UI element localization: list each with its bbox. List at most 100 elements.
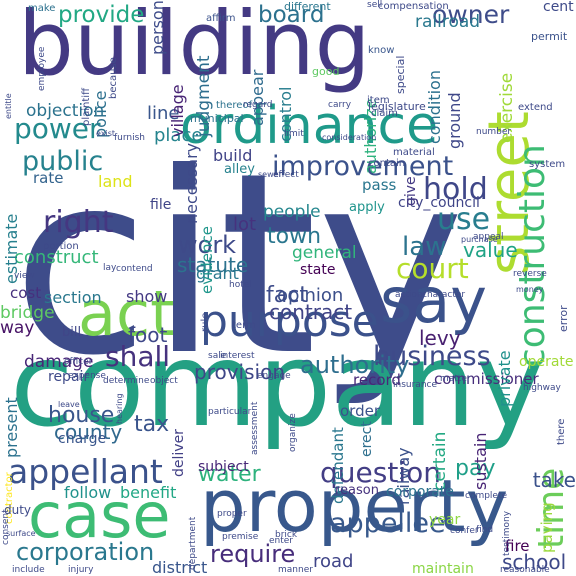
word-proper: proper: [217, 509, 247, 519]
word-character: character: [422, 290, 466, 300]
word-work: work: [178, 231, 237, 259]
word-determine: determine: [103, 376, 150, 386]
word-say: say: [380, 264, 487, 337]
word-opinion: opinion: [277, 285, 344, 306]
word-portion: portion: [43, 241, 79, 252]
word-board: board: [258, 2, 325, 28]
word-hotel: hotel: [229, 280, 252, 290]
word-corporate: corporate: [386, 484, 454, 500]
word-follow: follow: [64, 483, 112, 502]
word-water: water: [198, 462, 261, 487]
word-contract: contract: [269, 300, 353, 324]
word-business: business: [373, 341, 491, 372]
word-value: value: [463, 238, 518, 262]
word-premise: premise: [222, 532, 259, 542]
word-sale: sale: [208, 351, 227, 361]
word-particular: particular: [208, 407, 252, 417]
word-paving: paving: [538, 501, 556, 553]
word-complete: complete: [465, 491, 508, 501]
word-village: village: [168, 83, 187, 137]
word-engage: engage: [257, 371, 291, 381]
word-know: know: [368, 45, 395, 56]
word-property: property: [200, 464, 509, 548]
word-sell: sell: [367, 0, 383, 10]
word-subject: subject: [198, 459, 249, 475]
word-expense: expense: [68, 371, 106, 381]
word-include: include: [12, 565, 45, 575]
word-charge: charge: [58, 431, 107, 447]
word-find: find: [476, 525, 494, 535]
word-regard: regard: [243, 100, 273, 110]
word-object: object: [150, 376, 178, 386]
word-rate: rate: [33, 169, 64, 187]
word-present: present: [2, 396, 21, 458]
word-effect: effect: [273, 170, 299, 180]
word-department: department: [188, 516, 198, 570]
word-because: because: [108, 56, 119, 99]
word-show: show: [126, 287, 168, 306]
word-construction: construction: [512, 143, 553, 368]
word-fact: fact: [266, 283, 308, 308]
word-rule: rule: [200, 312, 211, 332]
word-construct: construct: [14, 247, 99, 268]
word-appellant: appellant: [8, 452, 163, 491]
word-operate: operate: [519, 354, 574, 370]
word-city-council: city_council: [398, 195, 480, 211]
word-brick: brick: [275, 530, 298, 540]
word-general: general: [292, 243, 357, 263]
word-sustain: sustain: [471, 432, 490, 490]
word-objection: objection: [26, 101, 105, 121]
word-thereof: thereof: [216, 100, 253, 111]
word-pay: pay: [455, 456, 496, 481]
word-interest: interest: [220, 351, 255, 361]
word-reason: reason: [335, 483, 379, 498]
word-fire: fire: [505, 537, 530, 555]
word-insurance: insurance: [393, 380, 438, 390]
word-contain: contain: [368, 158, 406, 169]
word-surface: surface: [6, 529, 36, 538]
word-repair: repair: [48, 369, 90, 385]
word-private: private: [495, 350, 514, 407]
word-ground: ground: [445, 92, 464, 149]
word-provide: provide: [58, 2, 145, 28]
word-highway: highway: [523, 383, 561, 393]
word-view: view: [14, 271, 35, 281]
word-term: term: [232, 320, 256, 331]
word-testimony: testimony: [502, 510, 512, 556]
word-assessment: assessment: [250, 401, 260, 455]
word-duty: duty: [4, 503, 32, 517]
word-foot: foot: [128, 323, 168, 347]
word-corporation: corporation: [16, 538, 155, 566]
word-person: person: [148, 0, 167, 55]
word-year: year: [429, 512, 461, 528]
word-manner: manner: [278, 565, 313, 575]
word-appeal: appeal: [473, 232, 504, 242]
word-use: use: [437, 202, 491, 237]
word-appellee: appellee: [330, 508, 446, 539]
word-leave: leave: [58, 400, 80, 409]
word-district: district: [152, 558, 208, 576]
word-injury: injury: [68, 565, 94, 575]
word-material: material: [393, 147, 435, 158]
word-section: section: [44, 288, 102, 307]
word-item: item: [367, 95, 390, 106]
word-lot: lot: [233, 214, 257, 235]
word-reverse: reverse: [513, 269, 547, 279]
word-evidence: evidence: [198, 225, 216, 294]
word-exist: exist: [96, 129, 116, 138]
word-appear: appear: [248, 69, 267, 126]
word-give: give: [403, 176, 419, 206]
word-question: question: [320, 456, 441, 489]
word-different: different: [284, 0, 331, 13]
word-affirm: affirm: [206, 13, 236, 24]
word-plaintiff: plaintiff: [81, 87, 92, 126]
word-tax: tax: [134, 412, 170, 437]
word-owner: owner: [432, 0, 510, 29]
word-sewer: sewer: [258, 170, 282, 179]
word-organize: organize: [288, 412, 298, 452]
word-town: town: [267, 224, 322, 249]
word-necessary: necessary: [182, 143, 201, 225]
word-certain: certain: [430, 432, 450, 492]
word-there: there: [556, 418, 567, 445]
